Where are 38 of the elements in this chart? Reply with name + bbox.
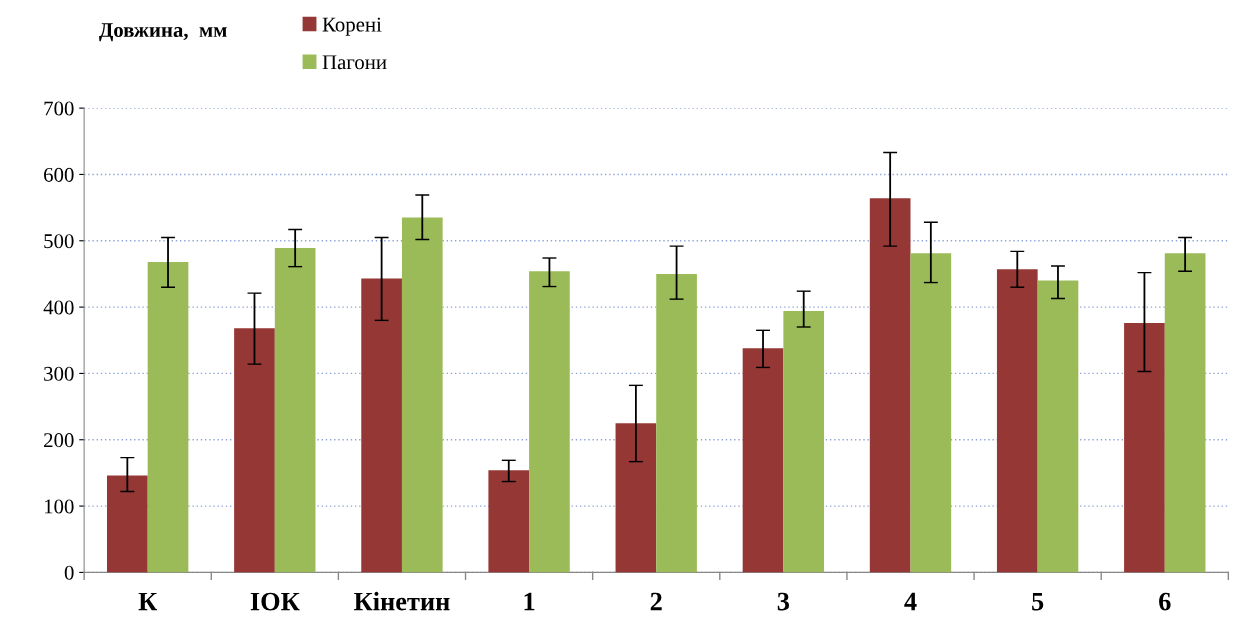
- x-tick-label: 4: [904, 592, 917, 611]
- bar: [529, 271, 570, 573]
- y-tick-label: 0: [64, 565, 74, 580]
- bar: [910, 253, 952, 573]
- y-tick-label: 400: [43, 300, 74, 315]
- y-tick-label: 600: [44, 167, 74, 182]
- y-axis-title: Довжина, мм: [99, 23, 227, 42]
- y-tick-label: 700: [44, 101, 74, 116]
- bar: [996, 269, 1038, 573]
- bar: [107, 475, 148, 573]
- bar: [1124, 323, 1165, 573]
- bar: [147, 262, 189, 573]
- x-tick-label: 6: [1159, 592, 1171, 611]
- bar: [783, 311, 825, 573]
- y-tick-label: 100: [44, 499, 74, 514]
- bar: [656, 273, 697, 573]
- bar: [488, 470, 530, 573]
- x-tick-label: 1: [524, 592, 535, 611]
- bar: [361, 278, 402, 573]
- x-tick-label: 3: [777, 592, 790, 611]
- y-tick-label: 200: [44, 433, 74, 448]
- x-tick-label: 5: [1032, 592, 1044, 611]
- bar: [1164, 253, 1206, 573]
- bar: [615, 423, 657, 573]
- bar: [1037, 280, 1079, 573]
- x-tick-label: Кінетин: [354, 591, 450, 611]
- bar: [869, 198, 911, 573]
- x-tick-label: 2: [650, 592, 662, 611]
- bar: [274, 248, 316, 573]
- x-tick-label: ІОК: [250, 592, 300, 611]
- bar: [234, 328, 275, 573]
- bar: [401, 217, 443, 573]
- bar: [742, 348, 784, 573]
- legend-label: Корені: [322, 17, 382, 36]
- x-tick-label: К: [138, 592, 158, 611]
- legend-label: Пагони: [322, 55, 387, 70]
- y-tick-label: 500: [44, 234, 74, 249]
- y-tick-label: 300: [44, 366, 74, 381]
